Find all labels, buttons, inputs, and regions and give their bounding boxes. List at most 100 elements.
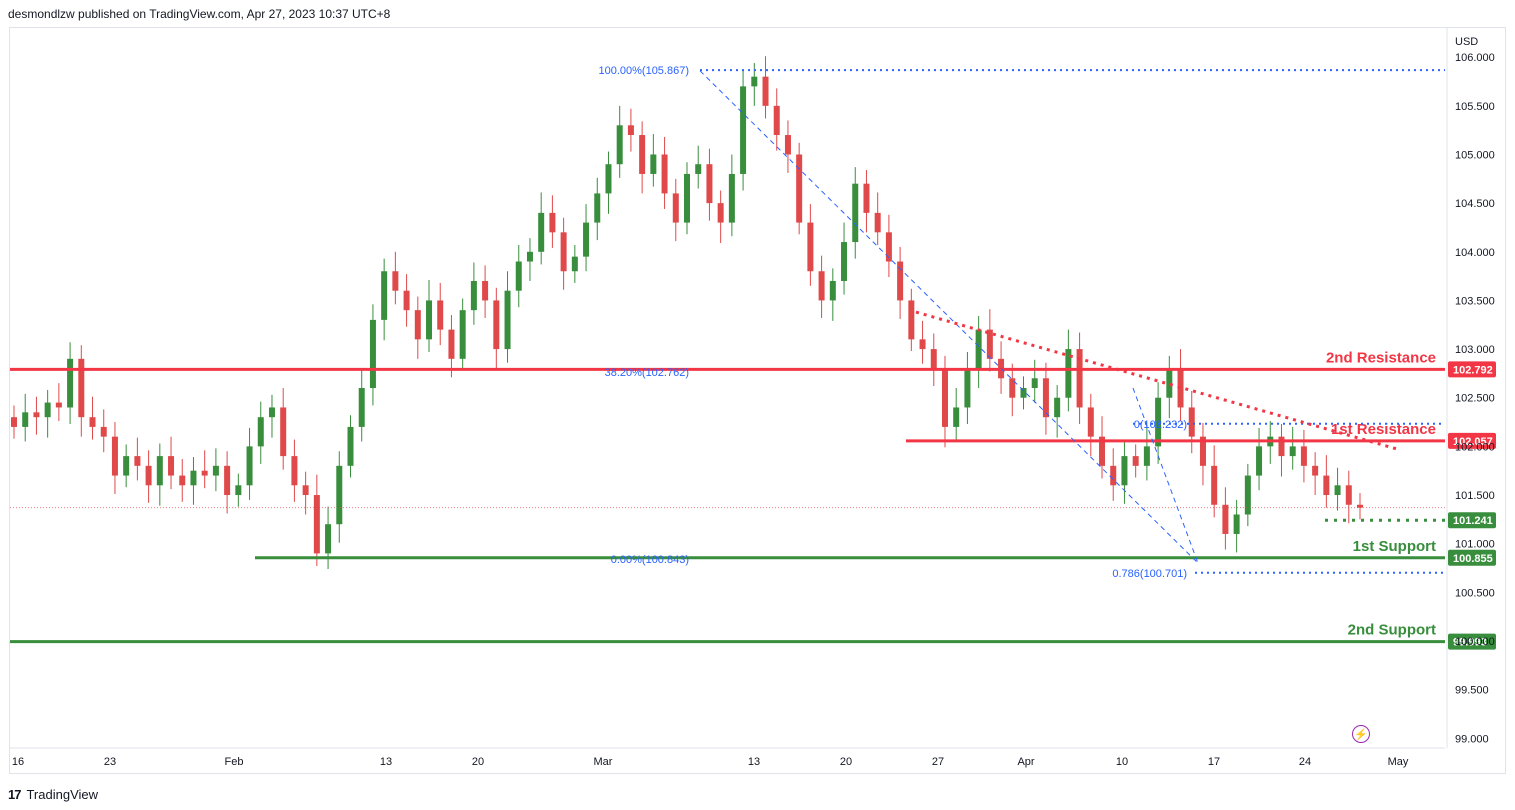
time-tick-label: 10 — [1116, 756, 1128, 768]
candle-body — [560, 232, 567, 272]
candle-body — [347, 426, 354, 466]
candle-body — [11, 417, 17, 427]
price-tick-label: 105.500 — [1455, 101, 1495, 113]
candle-body — [728, 173, 735, 223]
lightning-icon[interactable]: ⚡ — [1352, 725, 1370, 743]
candle-body — [639, 135, 646, 174]
candle-body — [740, 86, 747, 174]
candle-body — [885, 232, 892, 262]
candle-body — [1009, 378, 1016, 398]
candle-body — [684, 173, 690, 223]
time-tick-label: 17 — [1208, 756, 1220, 768]
candle-body — [1334, 485, 1341, 496]
price-tick-label: 103.500 — [1455, 295, 1495, 307]
candle-body — [111, 436, 118, 476]
candle-body — [33, 412, 40, 418]
candle-body — [1076, 349, 1083, 408]
candle-body — [201, 470, 208, 476]
fib-label: 0.00%(100.843) — [611, 554, 689, 566]
price-badge-label: 100.855 — [1453, 553, 1493, 565]
candle-body — [1222, 504, 1229, 534]
candle-body — [302, 485, 309, 496]
candle-body — [515, 261, 522, 291]
price-badge-label: 102.792 — [1453, 364, 1493, 376]
candle-body — [650, 154, 657, 174]
candles — [11, 56, 1363, 569]
time-tick-label: 23 — [104, 756, 116, 768]
chart-frame — [9, 27, 1506, 774]
candle-body — [616, 125, 623, 165]
candle-body — [437, 300, 444, 330]
fib-label: 100.00%(105.867) — [598, 65, 689, 77]
tradingview-logo-icon: 17 — [8, 787, 22, 802]
candle-body — [594, 193, 601, 223]
time-tick-label: Feb — [225, 756, 244, 768]
candle-body — [1289, 446, 1296, 457]
candle-body — [268, 407, 275, 418]
candle-body — [1065, 349, 1072, 398]
candle-body — [212, 465, 219, 476]
time-tick-label: 13 — [380, 756, 392, 768]
candle-body — [526, 251, 533, 262]
candle-body — [986, 329, 993, 359]
candle-body — [941, 368, 948, 427]
candle-body — [1087, 407, 1094, 437]
candle-body — [1132, 456, 1139, 466]
candle-body — [818, 271, 825, 301]
candle-body — [1166, 368, 1173, 398]
candle-body — [1244, 475, 1251, 515]
candle-body — [336, 465, 343, 525]
fib-trend-line — [699, 70, 1199, 564]
candle-body — [1054, 397, 1061, 418]
candle-body — [291, 456, 298, 486]
candle-body — [358, 388, 365, 427]
candle-body — [168, 456, 175, 476]
candle-body — [975, 329, 982, 369]
candle-body — [448, 329, 455, 359]
candle-body — [1099, 436, 1106, 466]
candle-body — [369, 319, 376, 388]
price-axis: USD 106.000 105.500 105.000 104.500 104.000 10… — [1446, 28, 1495, 748]
candle-body — [134, 456, 141, 466]
candle-body — [1042, 378, 1049, 418]
price-badge — [1448, 549, 1496, 566]
time-tick-label: Apr — [1017, 756, 1034, 768]
price-tick-label: 105.000 — [1455, 149, 1495, 161]
candle-body — [313, 495, 320, 554]
candle-body — [179, 475, 186, 486]
candle-body — [459, 310, 466, 359]
candle-body — [257, 417, 264, 447]
candle-body — [1177, 368, 1184, 408]
time-axis: 16 23 Feb 13 20 Mar 13 20 27 Apr 10 17 24 May — [10, 747, 1445, 768]
candle-body — [672, 193, 679, 223]
candle-body — [55, 402, 62, 408]
candle-body — [773, 105, 780, 136]
candle-body — [627, 125, 634, 136]
candle-body — [1278, 436, 1285, 457]
candle-body — [1031, 378, 1038, 388]
candle-body — [1143, 446, 1150, 466]
candle-body — [796, 154, 803, 223]
candle-body — [538, 212, 545, 252]
fib-label: 0(102.232) — [1134, 419, 1187, 431]
candle-body — [874, 212, 881, 233]
candle-body — [1345, 485, 1352, 505]
candle-body — [493, 300, 500, 350]
price-badge — [1448, 361, 1496, 378]
candle-body — [123, 456, 130, 476]
candle-body — [964, 368, 971, 408]
candle-body — [930, 349, 937, 369]
candle-body — [1188, 407, 1195, 437]
price-badge — [1448, 633, 1496, 650]
time-tick-label: Mar — [594, 756, 613, 768]
level-name-label: 1st Support — [1353, 538, 1436, 555]
candle-body — [583, 222, 590, 257]
candle-body — [246, 446, 253, 486]
candle-body — [1199, 436, 1206, 466]
price-tick-label: 106.000 — [1455, 52, 1495, 64]
price-badge-label: 99.993 — [1453, 637, 1487, 649]
currency-label: USD — [1455, 36, 1478, 48]
time-tick-label: 27 — [932, 756, 944, 768]
candle-body — [156, 456, 163, 486]
